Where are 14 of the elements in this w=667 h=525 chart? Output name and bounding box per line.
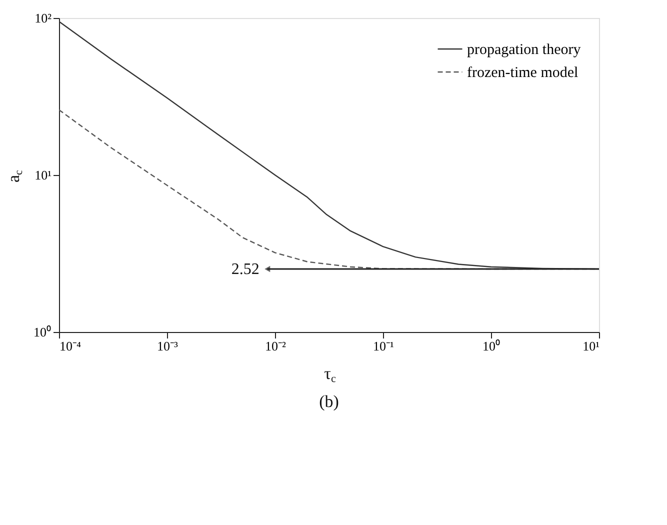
x-tick-label: 10⁻¹ [373,338,394,354]
annotation: 2.52 [231,260,260,278]
x-tick-label: 10⁻³ [157,338,178,354]
y-tick-label: 10² [34,10,52,26]
y-axis-title: ac [4,170,25,183]
legend-label: frozen-time model [467,65,578,81]
y-tick-label: 10⁰ [34,324,52,340]
x-tick-label: 10⁰ [482,338,500,354]
text: (b) [319,392,339,411]
y-tick-label: 10¹ [34,168,52,182]
x-tick-label: 10⁻² [265,338,286,354]
legend-label: propagation theory [467,42,582,58]
x-tick-label: 10⁻⁴ [60,338,82,354]
x-tick-label: 10¹ [582,338,600,354]
